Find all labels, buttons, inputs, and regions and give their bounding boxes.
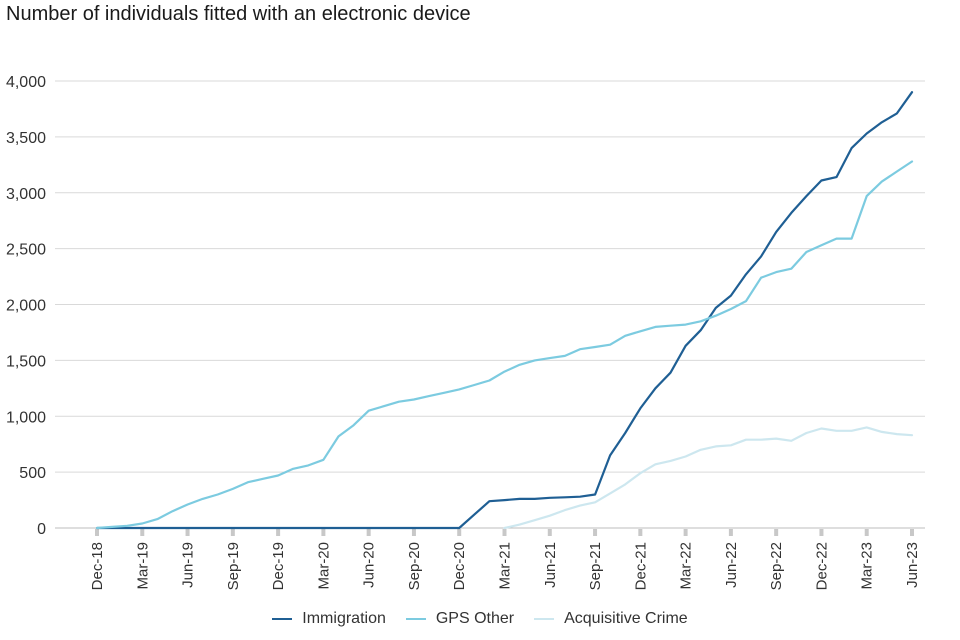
x-tick-label: Sep-20 bbox=[406, 542, 423, 590]
y-tick-label: 0 bbox=[37, 521, 46, 538]
x-tick-label: Dec-19 bbox=[270, 542, 287, 590]
x-tick-label: Mar-20 bbox=[315, 542, 332, 590]
x-tick-label: Dec-20 bbox=[451, 542, 468, 590]
x-tick-label: Mar-19 bbox=[134, 542, 151, 590]
y-tick-label: 500 bbox=[19, 465, 46, 482]
legend-swatch bbox=[534, 618, 555, 620]
legend-swatch bbox=[272, 618, 293, 620]
x-tick-label: Jun-23 bbox=[904, 542, 921, 588]
series-lines bbox=[95, 91, 914, 530]
y-tick-label: 3,500 bbox=[6, 130, 46, 147]
x-tick-label: Mar-22 bbox=[678, 542, 695, 590]
legend-item: GPS Other bbox=[405, 610, 515, 628]
legend: Immigration GPS Other Acquisitive Crime bbox=[0, 607, 960, 628]
x-tick-label: Dec-22 bbox=[813, 542, 830, 590]
line-chart: 05001,0001,5002,0002,5003,0003,5004,000 … bbox=[6, 74, 925, 590]
y-tick-label: 1,500 bbox=[6, 353, 46, 370]
x-tick-label: Mar-21 bbox=[497, 542, 514, 590]
y-axis-ticks: 0 500 1,000 1,500 2,000 2,500 3,000 3,500 4,000 bbox=[6, 74, 46, 538]
x-tick-label: Dec-18 bbox=[89, 542, 106, 590]
x-tick-label: Sep-19 bbox=[225, 542, 242, 590]
y-tick-label: 4,000 bbox=[6, 74, 46, 91]
legend-label: Acquisitive Crime bbox=[564, 610, 688, 627]
x-tick-label: Jun-20 bbox=[361, 542, 378, 588]
series-line-gps-other bbox=[95, 160, 914, 530]
y-tick-label: 2,000 bbox=[6, 298, 46, 315]
legend-label: GPS Other bbox=[435, 610, 515, 627]
y-tick-label: 3,000 bbox=[6, 186, 46, 203]
legend-item: Acquisitive Crime bbox=[534, 610, 688, 628]
series-line-acquisitive-crime bbox=[503, 426, 914, 530]
legend-label: Immigration bbox=[302, 610, 386, 627]
x-tick-label: Sep-22 bbox=[768, 542, 785, 590]
x-axis: Dec-18 Mar-19 Jun-19 Sep-19 Dec-19 Mar-20 Jun-… bbox=[89, 529, 921, 590]
grid-lines bbox=[55, 80, 925, 529]
x-tick-label: Sep-21 bbox=[587, 542, 604, 590]
legend-item: Immigration bbox=[272, 610, 386, 628]
x-tick-label: Mar-23 bbox=[859, 542, 876, 590]
chart-title: Number of individuals fitted with an ele… bbox=[6, 3, 471, 25]
y-tick-label: 2,500 bbox=[6, 242, 46, 259]
legend-swatch bbox=[405, 618, 426, 620]
x-tick-label: Dec-21 bbox=[632, 542, 649, 590]
x-tick-label: Jun-21 bbox=[542, 542, 559, 588]
series-line-immigration bbox=[95, 91, 914, 530]
x-tick-label: Jun-19 bbox=[180, 542, 197, 588]
x-tick-label: Jun-22 bbox=[723, 542, 740, 588]
y-tick-label: 1,000 bbox=[6, 409, 46, 426]
